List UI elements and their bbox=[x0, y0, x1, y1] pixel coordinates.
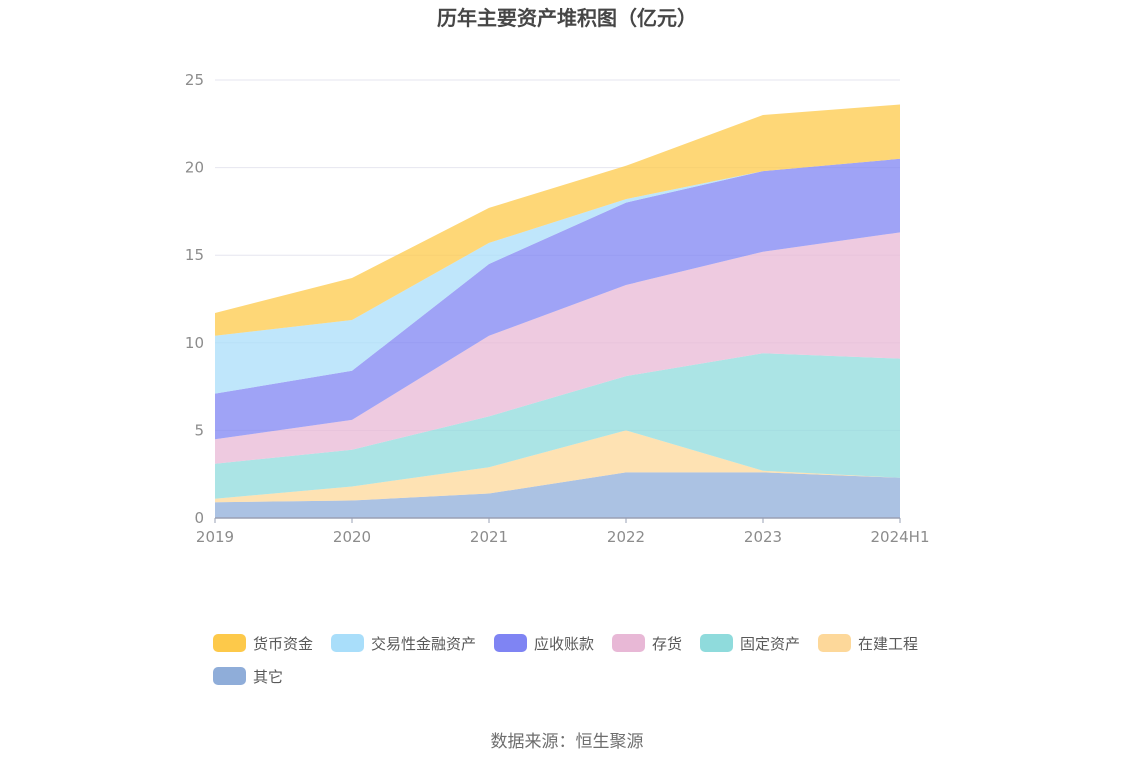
legend-swatch bbox=[700, 634, 733, 652]
area-series-4[interactable] bbox=[215, 158, 900, 440]
x-tick-label: 2022 bbox=[607, 528, 645, 546]
legend-swatch bbox=[494, 634, 527, 652]
axes: 0 5 10 15 20 25 2019 2020 2021 2022 2023 2024H1 bbox=[185, 71, 930, 546]
area-series-group bbox=[215, 104, 900, 518]
legend-item[interactable]: 应收账款 bbox=[494, 634, 594, 653]
x-tick-label: 2020 bbox=[333, 528, 371, 546]
x-tick-label: 2023 bbox=[744, 528, 782, 546]
area-series-0[interactable] bbox=[215, 472, 900, 518]
legend-item[interactable]: 货币资金 bbox=[213, 634, 313, 653]
legend-item[interactable]: 在建工程 bbox=[818, 634, 918, 653]
area-series-1[interactable] bbox=[215, 430, 900, 503]
y-tick-label: 0 bbox=[194, 509, 204, 527]
legend-label: 固定资产 bbox=[740, 635, 800, 653]
legend-swatch bbox=[213, 667, 246, 685]
legend-item[interactable]: 交易性金融资产 bbox=[331, 634, 476, 653]
x-tick-label: 2021 bbox=[470, 528, 508, 546]
area-series-2[interactable] bbox=[215, 353, 900, 499]
legend-label: 在建工程 bbox=[858, 635, 918, 653]
legend-item[interactable]: 存货 bbox=[612, 634, 682, 653]
area-series-6[interactable] bbox=[215, 104, 900, 336]
legend-label: 应收账款 bbox=[534, 635, 594, 653]
legend-label: 存货 bbox=[652, 635, 682, 653]
legend-label: 其它 bbox=[253, 668, 283, 686]
area-series-5[interactable] bbox=[215, 158, 900, 394]
y-tick-label: 10 bbox=[185, 334, 204, 352]
legend-swatch bbox=[612, 634, 645, 652]
chart-title: 历年主要资产堆积图（亿元） bbox=[437, 6, 697, 30]
x-tick-label: 2019 bbox=[196, 528, 234, 546]
legend-swatch bbox=[331, 634, 364, 652]
y-tick-label: 5 bbox=[194, 421, 204, 439]
source-note: 数据来源：恒生聚源 bbox=[491, 732, 644, 752]
legend-label: 货币资金 bbox=[253, 635, 313, 653]
legend-label: 交易性金融资产 bbox=[371, 635, 476, 653]
legend-swatch bbox=[213, 634, 246, 652]
y-tick-label: 20 bbox=[185, 159, 204, 177]
legend-item[interactable]: 其它 bbox=[213, 667, 283, 686]
legend-swatch bbox=[818, 634, 851, 652]
area-series-3[interactable] bbox=[215, 232, 900, 464]
x-tick-label: 2024H1 bbox=[871, 528, 930, 546]
y-tick-label: 15 bbox=[185, 246, 204, 264]
y-tick-label: 25 bbox=[185, 71, 204, 89]
legend-item[interactable]: 固定资产 bbox=[700, 634, 800, 653]
